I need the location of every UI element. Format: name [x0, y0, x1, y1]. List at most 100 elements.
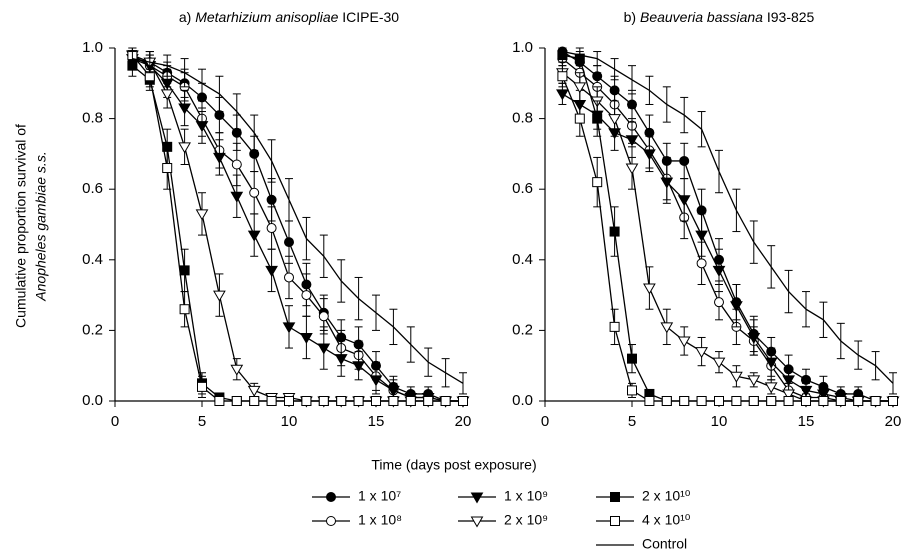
error-bar	[836, 322, 845, 360]
marker	[178, 103, 191, 115]
marker	[266, 396, 277, 406]
error-bar	[662, 86, 671, 123]
marker	[318, 396, 329, 406]
marker	[557, 71, 568, 82]
error-bar	[372, 294, 380, 331]
error-bar	[285, 178, 293, 222]
x-tick-label: 15	[798, 413, 815, 430]
marker	[609, 226, 620, 237]
marker	[470, 492, 484, 504]
y-tick-label: 1.0	[82, 39, 103, 56]
marker	[284, 396, 294, 406]
error-bar	[459, 372, 467, 395]
error-bar	[424, 347, 433, 377]
x-tick-label: 5	[628, 413, 636, 430]
marker	[556, 89, 569, 101]
marker	[266, 194, 277, 205]
marker	[714, 297, 724, 308]
marker	[284, 237, 294, 248]
marker	[197, 381, 207, 392]
legend-label: 2 x 10¹⁰	[642, 488, 691, 504]
marker	[230, 191, 244, 203]
legend-label: 1 x 10⁸	[358, 512, 402, 528]
error-bar	[406, 326, 415, 363]
error-bar	[749, 220, 758, 264]
marker	[282, 322, 296, 334]
marker	[643, 149, 656, 161]
error-bar	[558, 47, 567, 56]
error-bar	[354, 276, 363, 321]
marker	[764, 357, 778, 369]
legend-label: 1 x 10⁷	[358, 488, 401, 504]
marker	[870, 396, 881, 406]
marker	[231, 159, 242, 170]
y-tick-label: 0.2	[82, 321, 103, 338]
title-label: b)	[624, 9, 636, 25]
y-tick-label: 0.4	[82, 251, 103, 268]
marker	[301, 396, 312, 406]
marker	[643, 283, 656, 295]
error-bar	[441, 358, 450, 388]
marker	[247, 385, 261, 397]
marker	[747, 375, 761, 387]
title-species: Metarhizium anisopliae	[195, 9, 338, 25]
series-line	[131, 65, 463, 402]
y-tick-label: 0.0	[82, 392, 103, 409]
marker	[625, 163, 639, 175]
marker	[695, 230, 708, 242]
marker	[573, 82, 587, 94]
legend-label: 2 x 10⁹	[504, 512, 548, 528]
series-line	[132, 57, 464, 384]
marker	[265, 265, 278, 277]
marker	[696, 258, 707, 269]
error-bar	[128, 51, 137, 67]
marker	[387, 385, 400, 397]
marker	[213, 152, 226, 164]
error-bar	[889, 372, 897, 395]
marker	[714, 396, 724, 406]
marker	[679, 155, 690, 166]
marker	[783, 396, 794, 406]
marker	[764, 382, 778, 394]
error-bar	[389, 308, 398, 346]
marker	[644, 396, 655, 406]
marker	[574, 113, 585, 124]
marker	[249, 396, 260, 406]
marker	[195, 121, 209, 133]
error-bar	[819, 301, 828, 338]
series-line	[562, 93, 893, 402]
marker	[609, 321, 620, 332]
error-bar	[232, 93, 241, 130]
marker	[179, 304, 190, 315]
marker	[214, 396, 225, 406]
title-label: a)	[179, 9, 191, 25]
marker	[627, 385, 637, 396]
marker	[470, 516, 484, 528]
panel-title: b) Beauveria bassiana I93-825	[624, 9, 815, 25]
series-line	[562, 50, 894, 384]
marker	[712, 357, 726, 369]
error-bar	[610, 58, 619, 81]
error-bar	[593, 51, 602, 67]
marker	[625, 135, 639, 147]
y-axis-label: Cumulative proportion survival of	[13, 124, 29, 328]
legend-label: 4 x 10¹⁰	[642, 512, 691, 528]
panel-title: a) Metarhizium anisopliae ICIPE-30	[179, 9, 399, 25]
marker	[696, 396, 707, 406]
marker	[317, 343, 331, 355]
marker	[318, 311, 329, 322]
marker	[334, 354, 348, 366]
error-bar	[715, 149, 723, 194]
marker	[300, 332, 313, 344]
x-tick-label: 20	[885, 413, 902, 430]
marker	[608, 114, 621, 126]
marker	[853, 396, 864, 406]
error-bar	[250, 114, 259, 151]
marker	[679, 396, 690, 406]
error-bar	[628, 65, 636, 95]
marker	[627, 353, 637, 364]
marker	[326, 492, 336, 502]
error-bar	[198, 68, 206, 98]
marker	[326, 516, 336, 526]
marker	[766, 396, 777, 406]
